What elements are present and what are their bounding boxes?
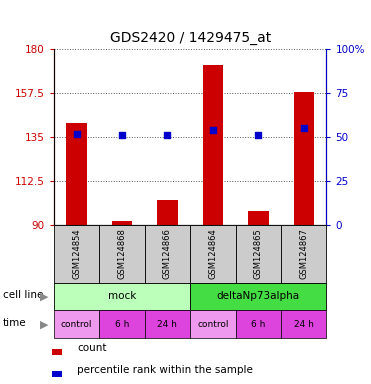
Point xyxy=(255,132,261,138)
Text: control: control xyxy=(61,319,92,329)
Text: ▶: ▶ xyxy=(40,319,48,329)
Bar xyxy=(236,310,281,338)
Bar xyxy=(66,123,87,225)
Bar xyxy=(99,310,145,338)
Point xyxy=(164,132,170,138)
Text: GSM124854: GSM124854 xyxy=(72,228,81,279)
Text: 6 h: 6 h xyxy=(115,319,129,329)
Bar xyxy=(112,221,132,225)
Text: GSM124864: GSM124864 xyxy=(209,228,217,279)
Point xyxy=(73,131,79,137)
Text: GSM124868: GSM124868 xyxy=(118,228,127,279)
Bar xyxy=(145,310,190,338)
Bar xyxy=(145,225,190,283)
Text: deltaNp73alpha: deltaNp73alpha xyxy=(217,291,300,301)
Title: GDS2420 / 1429475_at: GDS2420 / 1429475_at xyxy=(109,31,271,45)
Text: count: count xyxy=(77,343,107,353)
Bar xyxy=(52,371,62,377)
Text: 24 h: 24 h xyxy=(157,319,177,329)
Text: GSM124867: GSM124867 xyxy=(299,228,308,279)
Bar xyxy=(157,200,178,225)
Bar xyxy=(54,225,99,283)
Text: ▶: ▶ xyxy=(40,292,48,302)
Point xyxy=(119,132,125,138)
Bar xyxy=(99,225,145,283)
Point xyxy=(301,125,307,131)
Bar xyxy=(281,310,326,338)
Bar xyxy=(190,310,236,338)
Bar xyxy=(248,211,269,225)
Text: GSM124866: GSM124866 xyxy=(163,228,172,279)
Text: 6 h: 6 h xyxy=(251,319,266,329)
Text: cell line: cell line xyxy=(3,290,43,300)
Bar xyxy=(281,225,326,283)
Text: 24 h: 24 h xyxy=(294,319,314,329)
Text: time: time xyxy=(3,318,26,328)
Point xyxy=(210,127,216,133)
Text: mock: mock xyxy=(108,291,136,301)
Bar xyxy=(203,65,223,225)
Bar xyxy=(54,310,99,338)
Text: control: control xyxy=(197,319,229,329)
Bar xyxy=(190,283,326,310)
Text: GSM124865: GSM124865 xyxy=(254,228,263,279)
Bar xyxy=(293,92,314,225)
Bar xyxy=(54,283,190,310)
Bar xyxy=(236,225,281,283)
Bar xyxy=(190,225,236,283)
Bar xyxy=(52,349,62,355)
Text: percentile rank within the sample: percentile rank within the sample xyxy=(77,365,253,375)
